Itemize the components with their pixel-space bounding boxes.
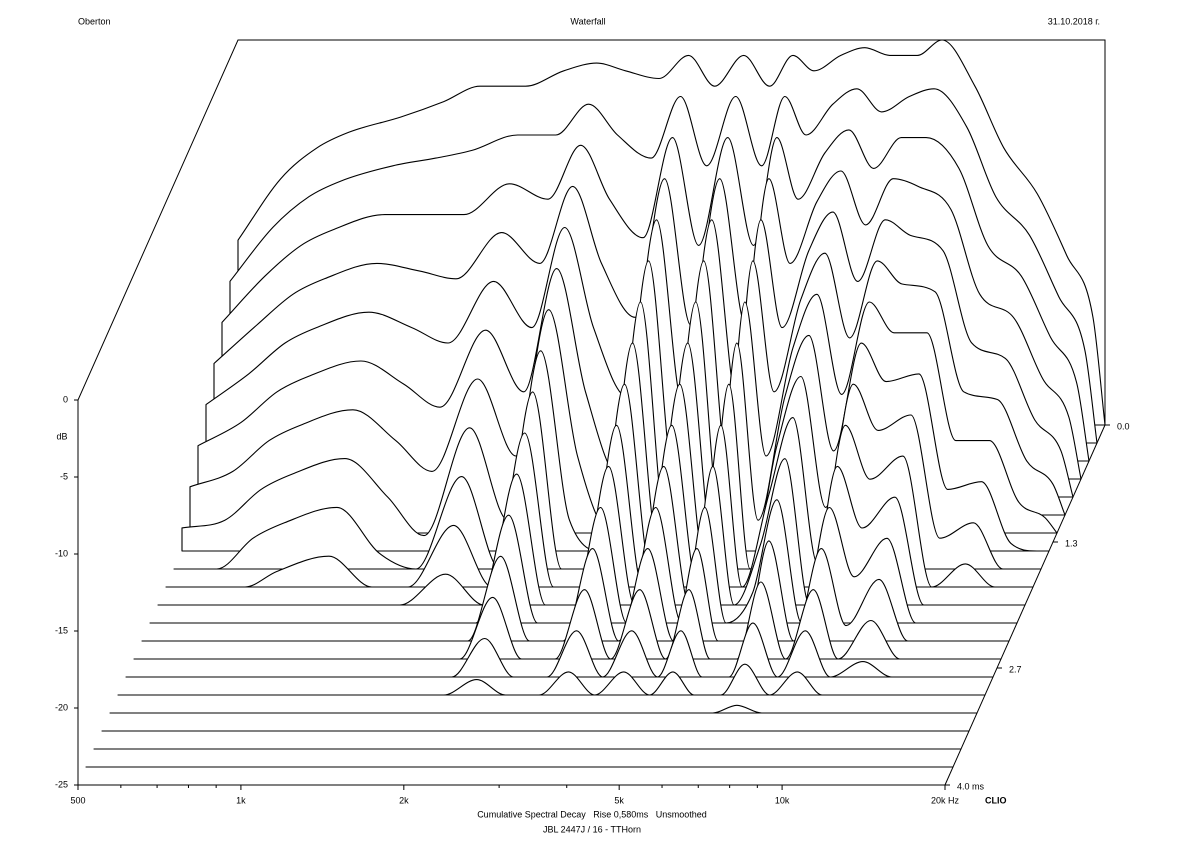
x-tick-label: 2k [399,795,409,805]
z-tick-label: 1.3 [1065,538,1078,548]
x-tick-label: 10k [775,795,790,805]
z-tick-label: 2.7 [1009,664,1022,674]
date: 31.10.2018 г. [1048,16,1100,26]
y-tick-label: -5 [60,471,68,481]
decay-slice [117,663,986,696]
x-tick-label: 20k Hz [931,795,960,805]
y-tick-label: 0 [63,394,68,404]
decay-slice [125,622,994,678]
left-note: Oberton [78,16,111,26]
y-tick-label: -25 [55,779,68,789]
z-axis [944,424,1106,786]
subtitle: Cumulative Spectral Decay Rise 0,580ms U… [477,809,707,819]
chart-title: Waterfall [570,16,605,26]
y-tick-label: -20 [55,702,68,712]
x-tick-label: 500 [70,795,85,805]
y-axis-label: dB [56,431,67,441]
y-tick-label: -15 [55,625,68,635]
x-tick-label: 5k [614,795,624,805]
x-tick-label: 1k [236,795,246,805]
z-tick-label: 0.0 [1117,421,1130,431]
brand: CLIO [985,795,1007,805]
z-tick-label: 4.0 ms [957,781,985,791]
y-tick-label: -10 [55,548,68,558]
frame [77,39,1106,785]
caption: JBL 2447J / 16 - TTHorn [543,824,641,834]
decay-slice [109,704,978,714]
